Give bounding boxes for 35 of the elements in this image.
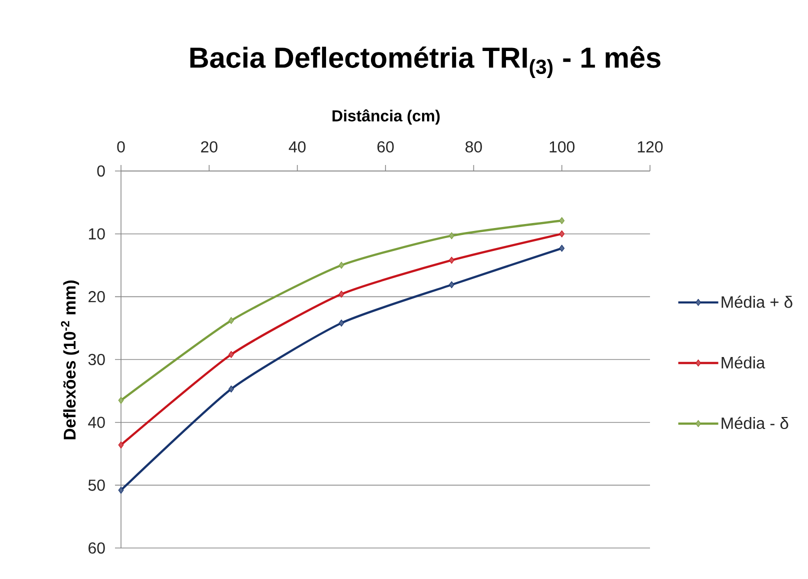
point [448,256,454,264]
point [228,317,234,324]
x-tick-label: 60 [377,141,394,152]
y-tick-label: 20 [88,291,105,302]
point [118,396,124,404]
y-tick-label: 10 [88,228,105,240]
point [228,350,234,358]
point [228,386,234,393]
x-tick-label: 0 [117,141,125,152]
x-tick-label: 120 [638,141,663,152]
point [559,244,565,252]
chart-title: Bacia Deflectométria TRI$_{(3)}$ - 1 mês [190,46,660,78]
y-axis-title: Deflexões (10$^{-2}$ mm) [60,280,80,440]
legend-label: Média [722,356,766,368]
point [448,281,454,288]
y-tick-label: 60 [88,542,105,554]
y-tick-label: 40 [88,416,105,428]
legend-label: Média - δ [722,416,788,430]
x-tick-label: 20 [201,141,218,152]
point [118,486,124,494]
x-tick-label: 80 [465,141,482,152]
y-tick-label: 30 [88,354,105,366]
y-tick-label: 0 [97,165,105,177]
point [559,230,565,238]
point [338,262,344,269]
legend-label: Média + δ [722,296,792,308]
y-tick-label: 50 [88,480,105,491]
point [448,232,454,240]
x-tick-label: 100 [550,141,574,152]
point [338,290,344,298]
point [118,441,124,448]
x-tick-label: 40 [288,141,306,152]
x-axis-title: Distância (cm) [332,109,440,125]
point [338,320,344,327]
point [559,217,565,224]
